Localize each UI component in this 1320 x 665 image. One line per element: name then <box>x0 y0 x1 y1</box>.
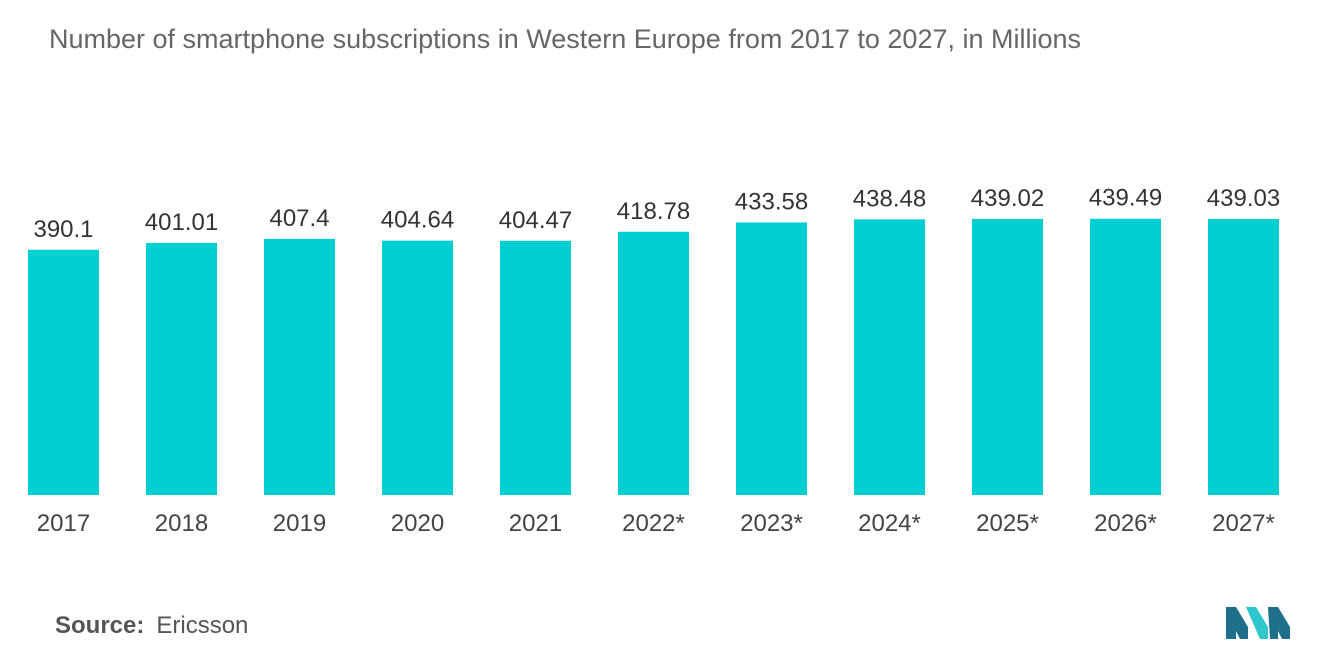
x-tick-label: 2020 <box>391 510 444 537</box>
bar-2019 <box>264 238 335 495</box>
x-tick-label: 2024* <box>858 510 921 537</box>
x-axis-ticks-group: 2017 2018 2019 2020 2021 2022* 2023* 2024* 2025*… <box>37 510 1275 537</box>
x-tick-label: 2026* <box>1094 510 1157 537</box>
bar-value-label: 439.49 <box>1089 185 1162 212</box>
bar-2017 <box>28 249 99 495</box>
bar-2023* <box>736 222 807 496</box>
bar-value-label: 433.58 <box>735 188 808 215</box>
bar-2026* <box>1090 218 1161 496</box>
bars-group <box>28 218 1279 496</box>
bar-value-label: 404.47 <box>499 207 572 234</box>
source-label: Source: <box>55 612 145 639</box>
bar-value-label: 404.64 <box>381 207 454 234</box>
x-tick-label: 2022* <box>622 510 685 537</box>
bar-value-label: 401.01 <box>145 209 218 236</box>
bar-value-label: 407.4 <box>269 205 329 232</box>
logo-right-stroke <box>1268 607 1290 639</box>
x-tick-label: 2018 <box>155 510 208 537</box>
bar-value-label: 438.48 <box>853 185 926 212</box>
value-labels-group: 390.1 401.01 407.4 404.64 404.47 418.78 433.58… <box>33 185 1280 243</box>
bar-2018 <box>146 242 217 495</box>
bar-2020 <box>382 240 453 495</box>
chart-title: Number of smartphone subscriptions in We… <box>49 24 1082 54</box>
source-note: Source: Ericsson <box>55 612 248 640</box>
source-value: Ericsson <box>156 612 249 639</box>
x-tick-label: 2019 <box>273 510 326 537</box>
bar-value-label: 439.02 <box>971 185 1044 212</box>
bar-2024* <box>854 219 925 496</box>
mordor-intelligence-logo-icon <box>1226 607 1290 639</box>
x-tick-label: 2027* <box>1212 510 1275 537</box>
bar-value-label: 418.78 <box>617 198 690 225</box>
bar-2022* <box>618 231 689 496</box>
logo-left-stroke <box>1226 607 1248 639</box>
x-tick-label: 2023* <box>740 510 803 537</box>
x-tick-label: 2021 <box>509 510 562 537</box>
bar-2027* <box>1208 219 1279 495</box>
bar-2021 <box>500 240 571 495</box>
bar-value-label: 439.03 <box>1207 185 1280 212</box>
x-tick-label: 2025* <box>976 510 1039 537</box>
bar-chart: 390.1 401.01 407.4 404.64 404.47 418.78 433.58… <box>28 185 1280 537</box>
logo-middle-stroke <box>1246 607 1268 639</box>
bar-2025* <box>972 219 1043 495</box>
x-tick-label: 2017 <box>37 510 90 537</box>
bar-value-label: 390.1 <box>33 216 93 243</box>
